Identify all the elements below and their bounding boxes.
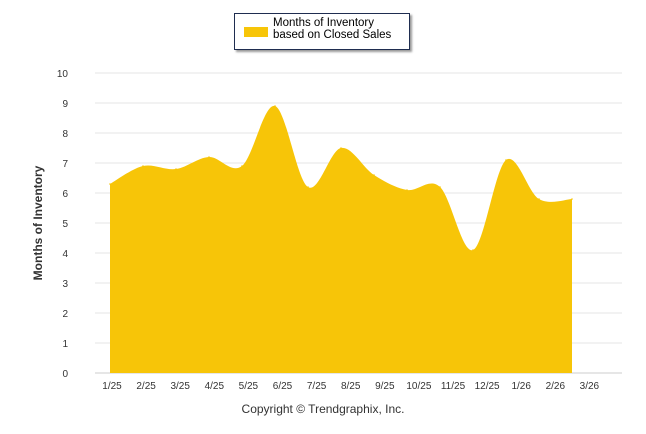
x-tick-label: 2/25: [136, 381, 156, 392]
data-point: [406, 189, 408, 191]
y-tick-label: 6: [62, 189, 68, 200]
y-tick-label: 1: [62, 339, 68, 350]
y-tick-label: 10: [57, 69, 69, 80]
x-tick-label: 8/25: [341, 381, 361, 392]
x-tick-label: 6/25: [273, 381, 293, 392]
data-point: [208, 156, 210, 158]
y-tick-label: 7: [62, 159, 68, 170]
legend-swatch: [244, 27, 268, 37]
data-point: [241, 165, 243, 167]
x-tick-label: 11/25: [441, 381, 466, 392]
y-tick-label: 3: [62, 279, 68, 290]
data-point: [175, 168, 177, 170]
x-tick-label: 3/26: [580, 381, 600, 392]
x-tick-label: 4/25: [205, 381, 225, 392]
data-point: [505, 159, 507, 161]
y-tick-label: 8: [62, 129, 68, 140]
area-series: [110, 105, 572, 373]
x-tick-label: 3/25: [170, 381, 190, 392]
x-tick-label: 1/26: [511, 381, 531, 392]
y-tick-label: 2: [62, 309, 68, 320]
data-point: [472, 249, 474, 251]
data-point: [307, 186, 309, 188]
data-point: [373, 174, 375, 176]
data-point: [142, 165, 144, 167]
x-tick-label: 1/25: [102, 381, 122, 392]
data-point: [340, 147, 342, 149]
data-point: [274, 105, 276, 107]
copyright-text: Copyright © Trendgraphix, Inc.: [241, 402, 405, 416]
y-tick-label: 9: [62, 99, 68, 110]
legend[interactable]: Months of Inventory based on Closed Sale…: [234, 13, 410, 50]
x-tick-label: 2/26: [546, 381, 566, 392]
data-point: [571, 198, 573, 200]
y-axis-title: Months of Inventory: [31, 165, 45, 280]
legend-label: Months of Inventory based on Closed Sale…: [273, 17, 392, 41]
x-tick-label: 12/25: [475, 381, 500, 392]
x-tick-label: 5/25: [239, 381, 259, 392]
y-tick-label: 0: [62, 369, 68, 380]
x-tick-label: 7/25: [307, 381, 327, 392]
data-point: [109, 183, 111, 185]
data-point: [439, 186, 441, 188]
x-tick-label: 10/25: [406, 381, 431, 392]
y-tick-label: 5: [62, 219, 68, 230]
data-point: [538, 198, 540, 200]
y-tick-label: 4: [62, 249, 68, 260]
x-tick-label: 9/25: [375, 381, 395, 392]
